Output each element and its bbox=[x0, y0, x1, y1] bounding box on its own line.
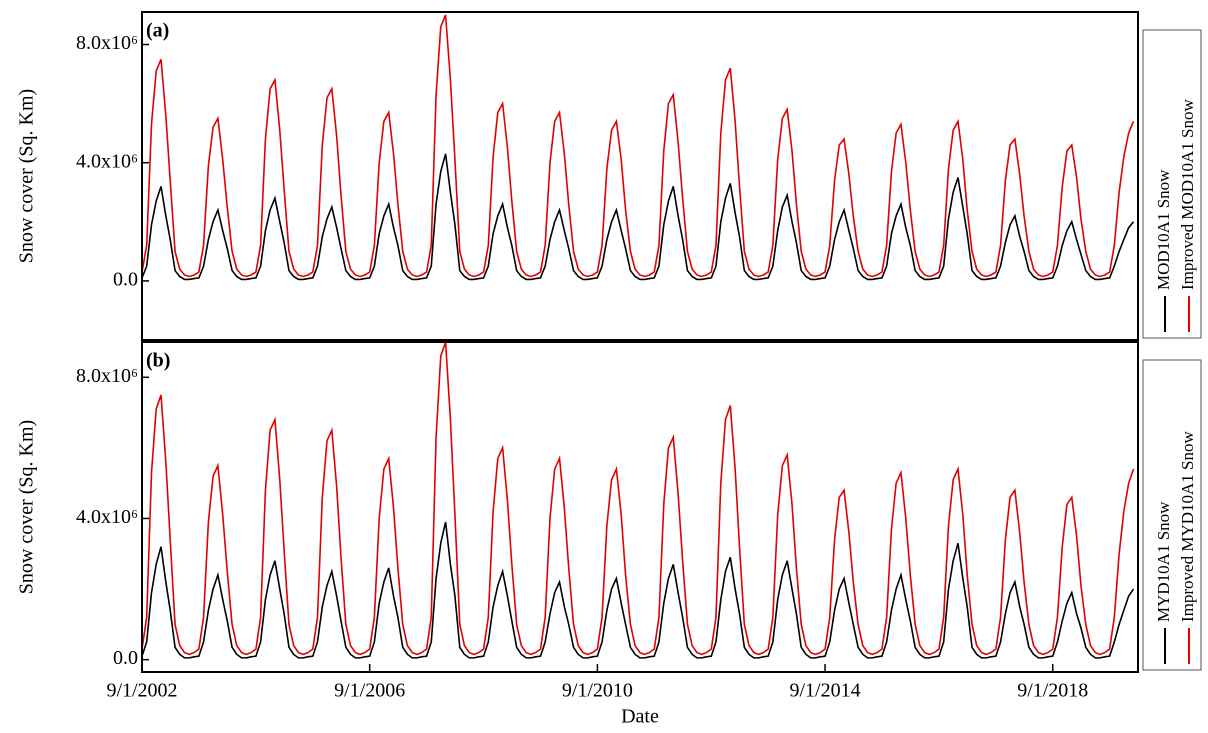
legend-label: Improved MYD10A1 Snow bbox=[1178, 431, 1197, 622]
panel-label: (a) bbox=[146, 20, 169, 42]
y-tick-label: 4.0x10⁶ bbox=[76, 506, 138, 528]
y-axis-title: Snow cover (Sq. Km) bbox=[16, 420, 38, 594]
panel-label: (b) bbox=[146, 350, 170, 372]
plot-frame bbox=[141, 11, 1139, 341]
series-line bbox=[141, 521, 1135, 659]
legend-label: MOD10A1 Snow bbox=[1154, 169, 1173, 290]
plot-frame bbox=[141, 341, 1139, 673]
x-axis-title: Date bbox=[621, 706, 659, 728]
legend-label: MYD10A1 Snow bbox=[1154, 501, 1173, 622]
x-tick-label: 9/1/2014 bbox=[790, 680, 861, 702]
y-tick-label: 4.0x10⁶ bbox=[76, 150, 138, 172]
legend-label: Improved MOD10A1 Snow bbox=[1178, 99, 1197, 290]
y-tick-label: 0.0 bbox=[113, 268, 138, 290]
y-tick-label: 8.0x10⁶ bbox=[76, 365, 138, 387]
series-line bbox=[141, 341, 1135, 656]
series-line bbox=[141, 153, 1135, 281]
x-tick-label: 9/1/2006 bbox=[334, 680, 405, 702]
legend-box bbox=[1142, 359, 1202, 671]
y-axis-title: Snow cover (Sq. Km) bbox=[16, 89, 38, 263]
y-tick-label: 0.0 bbox=[113, 647, 138, 669]
y-tick-label: 8.0x10⁶ bbox=[76, 32, 138, 54]
x-tick-label: 9/1/2002 bbox=[106, 680, 177, 702]
x-tick-label: 9/1/2010 bbox=[562, 680, 633, 702]
x-tick-label: 9/1/2018 bbox=[1017, 680, 1088, 702]
legend-box bbox=[1142, 29, 1202, 339]
series-line bbox=[141, 14, 1135, 278]
